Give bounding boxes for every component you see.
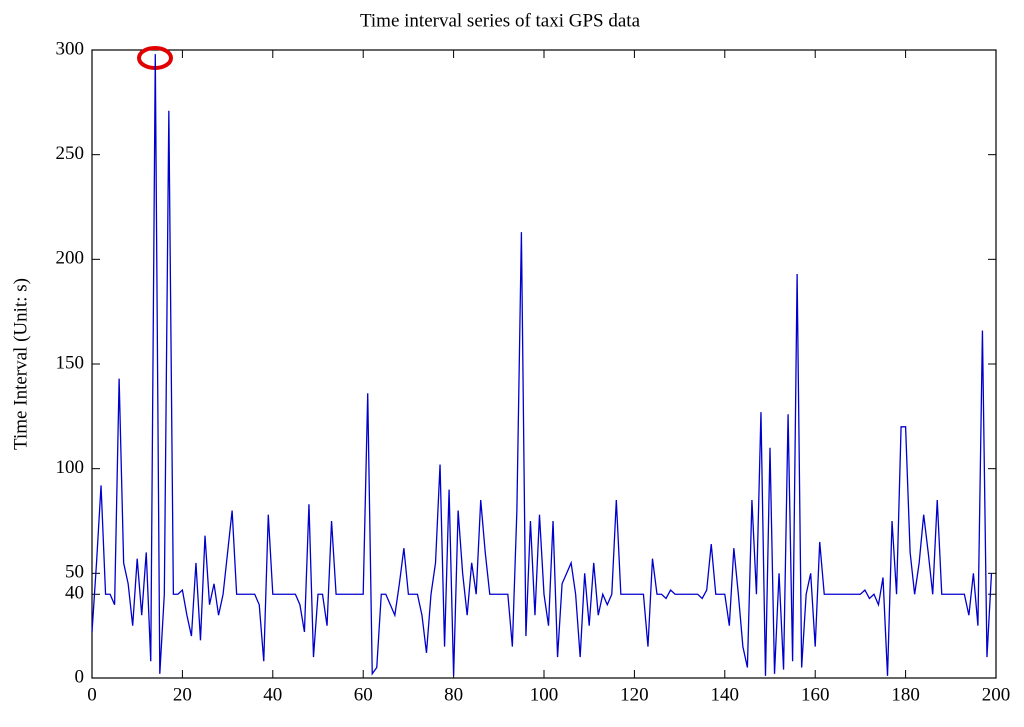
x-tick-label: 40	[263, 684, 282, 705]
x-tick-label: 200	[982, 684, 1011, 705]
x-tick-label: 20	[173, 684, 192, 705]
x-tick-label: 100	[530, 684, 559, 705]
x-tick-label: 0	[87, 684, 97, 705]
y-tick-label: 100	[56, 457, 85, 478]
y-tick-label: 50	[65, 562, 84, 583]
y-tick-label: 40	[65, 583, 84, 604]
x-tick-label: 120	[620, 684, 649, 705]
x-tick-label: 160	[801, 684, 830, 705]
x-tick-label: 140	[711, 684, 740, 705]
y-tick-label: 0	[75, 666, 85, 687]
y-axis-label: Time Interval (Unit: s)	[10, 278, 31, 450]
chart-title: Time interval series of taxi GPS data	[360, 10, 641, 31]
x-tick-label: 180	[891, 684, 920, 705]
data-line	[91, 54, 993, 676]
x-tick-label: 80	[444, 684, 463, 705]
x-tick-label: 60	[354, 684, 373, 705]
y-tick-label: 250	[56, 143, 85, 164]
y-tick-label: 300	[56, 38, 85, 59]
y-tick-label: 200	[56, 248, 85, 269]
y-tick-label: 150	[56, 352, 85, 373]
